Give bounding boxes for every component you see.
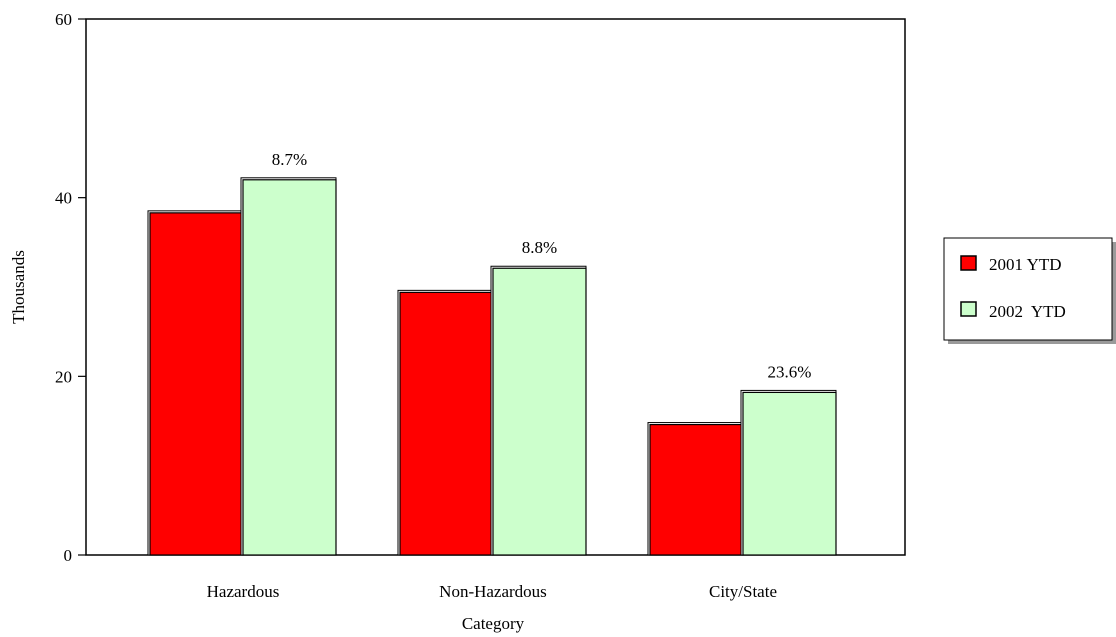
legend-swatch-2002 — [960, 301, 977, 317]
y-axis-title: Thousands — [9, 250, 28, 324]
category-label: Hazardous — [207, 582, 280, 601]
data-label: 8.8% — [522, 238, 557, 257]
category-label: City/State — [709, 582, 777, 601]
y-tick-label: 20 — [55, 367, 72, 386]
data-labels: 8.7% 8.8% 23.6% — [272, 150, 812, 382]
category-labels: Hazardous Non-Hazardous City/State — [207, 582, 777, 601]
data-label: 8.7% — [272, 150, 307, 169]
y-tick-label: 60 — [55, 10, 72, 29]
bar-2001-1 — [399, 291, 494, 556]
legend-label-2002: 2002 YTD — [989, 302, 1066, 321]
y-tick-label: 40 — [55, 189, 72, 208]
legend-label-2001: 2001 YTD — [989, 255, 1062, 274]
bar-2002-0 — [242, 179, 337, 556]
category-label: Non-Hazardous — [439, 582, 547, 601]
y-axis-ticks: 0 20 40 60 — [55, 10, 86, 565]
legend-swatch-2001 — [960, 255, 977, 271]
legend-box — [943, 237, 1113, 341]
bar-2002-2 — [742, 391, 837, 556]
bar-2002-1 — [492, 267, 587, 556]
legend: 2001 YTD 2002 YTD — [943, 237, 1116, 344]
data-label: 23.6% — [768, 362, 812, 381]
bar-2001-0 — [149, 212, 244, 556]
x-axis-title: Category — [462, 614, 525, 633]
bars — [147, 177, 837, 556]
y-tick-label: 0 — [64, 546, 73, 565]
bar-2001-2 — [649, 423, 744, 556]
